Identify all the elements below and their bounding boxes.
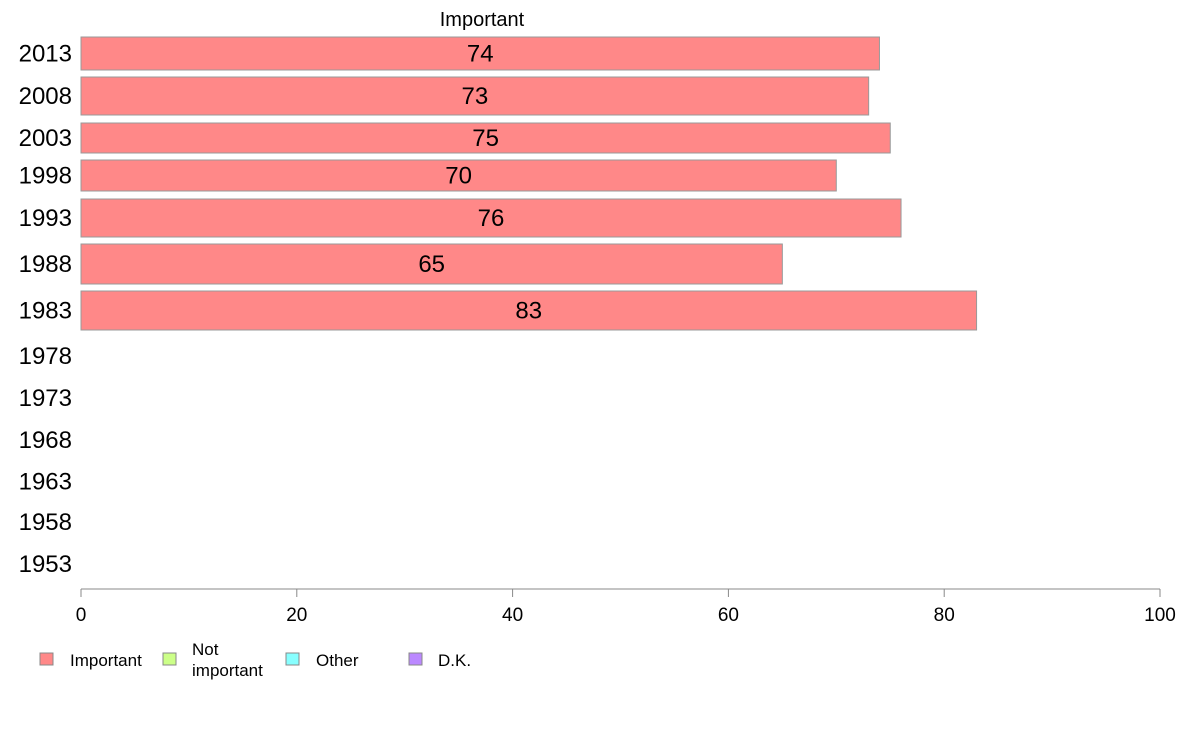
- year-label-1978: 1978: [19, 343, 72, 370]
- year-label-1988: 1988: [19, 251, 72, 278]
- bar-1998: [80, 159, 837, 192]
- value-label-1993: 76: [478, 205, 505, 232]
- legend-swatch-not-important: [162, 652, 177, 666]
- bar-2013: [80, 36, 880, 71]
- year-label-1993: 1993: [19, 205, 72, 232]
- year-label-1983: 1983: [19, 298, 72, 325]
- year-axis-labels: 2013 2008 2003 1998 1993 1988 1983 1978 1973 1968…: [19, 41, 72, 579]
- value-label-1988: 65: [418, 251, 445, 278]
- legend-swatch-d-k: [408, 652, 423, 666]
- year-label-1973: 1973: [19, 385, 72, 412]
- year-label-2003: 2003: [19, 125, 72, 152]
- x-tick-label-0: 0: [76, 605, 87, 626]
- bar-1993: [80, 198, 902, 238]
- legend-label-other: Other: [316, 651, 359, 670]
- year-label-1998: 1998: [19, 163, 72, 190]
- value-label-1983: 83: [515, 298, 542, 325]
- legend-label-not-important: Not important: [192, 640, 263, 680]
- year-label-1963: 1963: [19, 469, 72, 496]
- x-tick-label-100: 100: [1144, 605, 1176, 626]
- x-tick-label-80: 80: [934, 605, 955, 626]
- bar-2008: [80, 76, 870, 116]
- year-label-2008: 2008: [19, 83, 72, 110]
- x-tick-label-60: 60: [718, 605, 739, 626]
- year-label-1953: 1953: [19, 551, 72, 578]
- legend-swatch-other: [285, 652, 300, 666]
- value-label-2008: 73: [461, 83, 488, 110]
- value-label-2013: 74: [467, 41, 494, 68]
- value-label-1998: 70: [445, 163, 472, 190]
- bar-2003: [80, 122, 891, 154]
- legend-label-d-k: D.K.: [438, 651, 471, 670]
- bar-1983: [80, 290, 978, 331]
- legend: Important Not important Other D.K.: [39, 640, 471, 680]
- year-label-2013: 2013: [19, 41, 72, 68]
- x-tick-label-20: 20: [286, 605, 307, 626]
- year-label-1958: 1958: [19, 509, 72, 536]
- legend-label-important: Important: [70, 651, 142, 670]
- value-label-2003: 75: [472, 125, 499, 152]
- x-axis: 0 20 40 60 80 100: [76, 588, 1176, 626]
- series-title: Important: [440, 9, 525, 31]
- x-tick-label-40: 40: [502, 605, 523, 626]
- year-label-1968: 1968: [19, 427, 72, 454]
- legend-swatch-important: [39, 652, 54, 666]
- bar-1988: [80, 243, 783, 285]
